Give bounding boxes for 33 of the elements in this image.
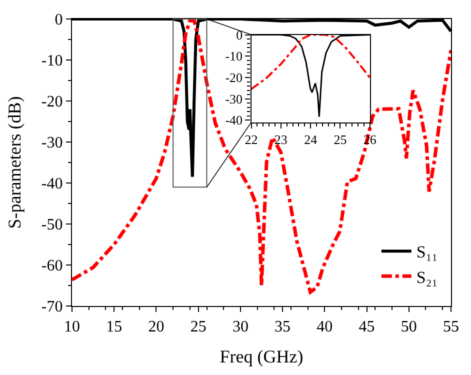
legend-label: S₂₁ <box>416 268 438 287</box>
y-tick-label: -20 <box>41 94 63 111</box>
y-tick-label: 0 <box>236 27 243 42</box>
x-tick-label: 45 <box>358 318 375 336</box>
x-tick-label: 50 <box>400 318 417 336</box>
y-tick-label: -30 <box>41 134 63 152</box>
x-tick-label: 22 <box>244 132 258 148</box>
x-tick-label: 25 <box>190 318 206 336</box>
x-tick-label: 20 <box>148 318 164 336</box>
line-series <box>251 34 370 90</box>
x-tick-label: 35 <box>274 318 291 336</box>
y-tick-label: -60 <box>41 258 63 275</box>
x-axis-title: Freq (GHz) <box>220 346 304 366</box>
y-tick-label: -40 <box>225 112 243 128</box>
y-tick-label: -10 <box>41 52 63 70</box>
y-tick-label: -70 <box>41 298 63 316</box>
line-series <box>72 19 451 294</box>
y-tick-label: -20 <box>225 70 243 86</box>
y-tick-label: -30 <box>225 91 243 106</box>
legend-label: S₁₁ <box>416 242 438 262</box>
y-tick-label: -10 <box>225 48 243 64</box>
x-tick-label: 30 <box>232 318 248 336</box>
y-axis-title: S-parameters (dB) <box>4 96 25 229</box>
y-tick-label: 0 <box>54 12 63 29</box>
x-tick-label: 55 <box>443 318 459 336</box>
y-tick-label: -50 <box>41 216 63 234</box>
y-tick-label: -40 <box>41 176 63 193</box>
x-tick-label: 24 <box>304 132 318 148</box>
x-tick-label: 25 <box>334 132 347 148</box>
x-tick-label: 15 <box>106 318 122 336</box>
x-tick-label: 40 <box>316 318 333 336</box>
x-tick-label: 23 <box>274 132 288 148</box>
x-tick-label: 10 <box>64 318 80 336</box>
